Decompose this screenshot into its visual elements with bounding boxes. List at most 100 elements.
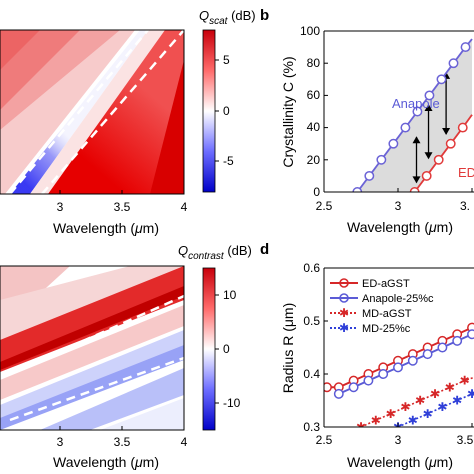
data-point [352,187,363,192]
data-point: ✱ [356,420,366,434]
panel-d: d ✱✱✱✱✱✱✱✱✱✱✱✱✱✱✱✱ 0.6 0.5 0.4 0.3 2.5 3… [260,241,474,470]
data-point [364,170,375,181]
panel-c-x-tick: 3 [57,435,64,449]
panel-d-y-label: Radius R (μm) [280,303,296,394]
data-point: ✱ [445,380,455,394]
svg-text:✱: ✱ [339,306,349,320]
panel-b-arrows [412,71,451,184]
panel-b-x-tick: 3. [460,199,470,213]
legend-label: Anapole-25%c [362,293,434,305]
data-point: ✱ [467,387,474,401]
data-point: ✱ [430,387,440,401]
data-point [424,90,435,101]
panel-a-x-tick: 4 [181,200,188,214]
data-point [393,362,403,373]
data-point [407,355,418,366]
legend-label: ED-aGST [362,278,410,290]
panel-d-y-tick: 0.3 [303,420,320,434]
panel-a-x-ticks: 3 3.5 4 [57,190,188,214]
data-point: ✱ [423,407,433,421]
panel-c-heatmap [0,266,184,430]
panel-d-y-ticks: 0.6 0.5 0.4 0.3 [303,261,328,434]
panel-b-x-tick: 2.5 [316,199,333,213]
data-point [457,122,468,133]
panel-b-y-tick: 0 [313,185,320,199]
panel-b-label-anapole: Anapole [392,96,440,111]
series-md-agst: ✱✱✱✱✱✱✱✱✱ [356,374,474,434]
panel-a-colorbar [202,29,216,193]
panel-a: 3 3.5 4 Wavelength (μm) Qscat (dB) 5 0 -… [0,8,256,236]
panel-c-dashed-line-1 [0,294,184,380]
data-point [376,154,387,165]
panel-a-x-label: Wavelength (μm) [53,220,159,236]
data-point [452,335,463,346]
series-ed-agst [324,322,474,393]
panel-d-legend: ED-aGST Anapole-25%c ✱ MD-aGST ✱ MD-25%c [330,278,434,335]
data-point: ✱ [452,394,462,408]
data-point [409,187,420,192]
legend-label: MD-25%c [362,323,411,335]
legend-item-md-25c: ✱ MD-25%c [330,321,411,335]
panel-c-x-tick: 3.5 [114,435,131,449]
panel-d-y-tick: 0.4 [303,367,320,381]
panel-c-x-ticks: 3 3.5 4 [57,426,188,449]
panel-c-colorbar-tick: 10 [223,288,237,302]
data-point [445,138,456,149]
panel-b-x-ticks: 2.5 3 3. [316,188,473,213]
data-point [378,369,389,379]
series-anapole-25-c [333,329,474,399]
legend-item-anapole-25c: Anapole-25%c [330,293,434,305]
legend-label: MD-aGST [362,308,412,320]
panel-c-colorbar [202,267,216,431]
panel-a-dashed-line-2 [41,30,184,194]
panel-d-x-tick: 3 [395,433,402,447]
panel-b-y-tick: 80 [307,56,321,70]
data-point [348,382,359,393]
panel-a-colorbar-tick: -5 [223,154,234,168]
panel-d-x-tick: 3.5 [457,433,474,447]
panel-b-label-ed: ED [458,165,474,180]
panel-c-x-label: Wavelength (μm) [53,454,159,470]
data-point [436,74,447,85]
data-point [400,122,411,133]
panel-c-colorbar-ticks: 10 0 -10 [215,288,241,410]
panel-a-heatmap [0,30,184,194]
panel-a-x-tick: 3 [57,200,64,214]
panel-d-y-tick: 0.6 [303,261,320,275]
panel-c-colorbar-tick: -10 [223,396,241,410]
panel-b-x-tick: 3 [395,199,402,213]
panel-b-y-ticks: 100 80 60 40 20 0 [300,24,328,199]
panel-b-letter: b [260,7,269,24]
panel-a-x-tick: 3.5 [114,200,131,214]
data-point: ✱ [460,374,470,388]
panel-a-colorbar-title: Qscat (dB) [199,8,256,27]
legend-item-ed-agst: ED-aGST [330,278,410,290]
series-anapole [352,38,473,192]
data-point: ✱ [400,400,410,414]
panel-d-letter: d [260,241,269,258]
panel-a-dashed-line-1 [9,30,149,194]
data-point [388,138,399,149]
double-arrow [412,136,421,184]
double-arrow [424,104,433,160]
data-point: ✱ [386,407,396,421]
panel-b-y-label: Crystallinity C (%) [280,56,296,167]
data-point [448,58,459,69]
data-point [412,106,423,117]
panel-b: b 100 80 60 40 20 0 2.5 3 3. [260,7,474,235]
panel-b-x-label: Wavelength (μm) [347,219,453,235]
data-point [467,329,474,340]
panel-a-colorbar-ticks: 5 0 -5 [215,53,234,168]
panel-b-y-tick: 100 [300,24,320,38]
data-point [333,388,344,399]
data-point [421,170,432,181]
data-point [437,342,448,353]
panel-b-y-tick: 20 [307,153,321,167]
data-point [433,154,444,165]
panel-c: 3 3.5 4 Wavelength (μm) Qcontrast (dB) 1… [0,243,252,470]
panel-c-colorbar-title: Qcontrast (dB) [178,243,252,262]
data-point [460,42,471,53]
data-point: ✱ [437,400,447,414]
svg-text:✱: ✱ [339,321,349,335]
panel-b-y-tick: 40 [307,120,321,134]
